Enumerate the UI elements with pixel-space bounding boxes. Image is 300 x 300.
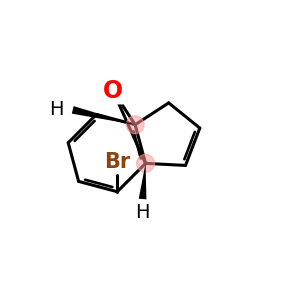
Polygon shape [139, 164, 146, 200]
Text: Br: Br [104, 152, 130, 172]
Circle shape [126, 116, 144, 134]
Text: H: H [135, 203, 150, 222]
Circle shape [136, 154, 154, 172]
Text: H: H [49, 100, 64, 119]
Polygon shape [72, 106, 135, 125]
Text: O: O [103, 79, 123, 103]
